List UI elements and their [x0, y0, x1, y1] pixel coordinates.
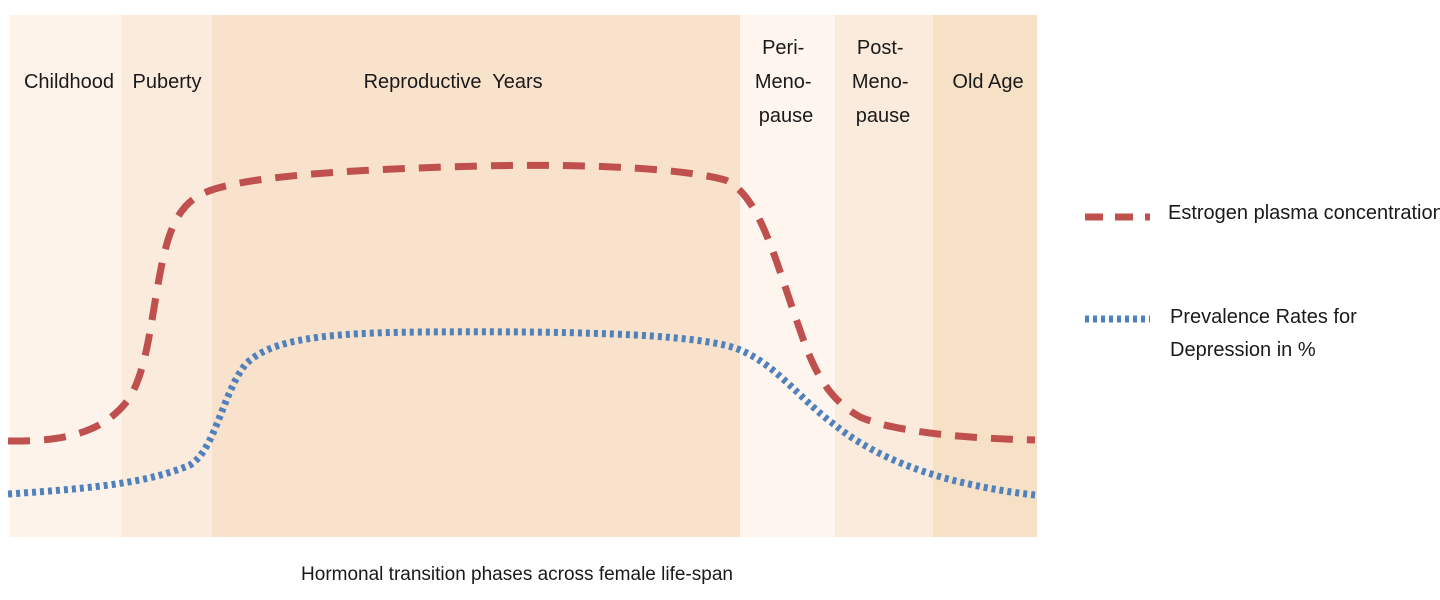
- phase-band-old-age: [933, 15, 1037, 537]
- phase-label-line: Meno-: [755, 71, 812, 93]
- legend-label-line: Prevalence Rates for: [1170, 306, 1357, 328]
- phase-label-line: Old Age: [952, 71, 1023, 93]
- phase-band-perimenopause: [740, 15, 835, 537]
- phase-label-line: pause: [759, 105, 814, 127]
- phase-label-old-age: Old Age: [952, 71, 1023, 93]
- phase-label-puberty: Puberty: [133, 71, 202, 93]
- phase-label-perimenopause: Peri- Meno- pause: [755, 37, 817, 127]
- phase-bands: [10, 15, 1037, 537]
- phase-labels: Childhood Puberty Reproductive Years Per…: [0, 0, 1024, 127]
- phase-label-postmenopause: Post- Meno- pause: [852, 37, 914, 127]
- phase-label-reproductive-years: Reproductive Years: [0, 0, 570, 93]
- phase-band-puberty: [122, 15, 212, 537]
- phase-label-line: Meno-: [852, 71, 909, 93]
- phase-label-line: Puberty: [133, 71, 202, 93]
- legend-label-depression: Prevalence Rates for Depression in %: [1170, 306, 1362, 361]
- legend-label-line: Depression in %: [1170, 339, 1316, 361]
- legend: Estrogen plasma concentration Prevalence…: [1085, 202, 1440, 361]
- phase-label-childhood: Childhood: [24, 71, 114, 93]
- phase-band-postmenopause: [835, 15, 933, 537]
- phase-band-reproductive-years: [212, 15, 740, 537]
- depression-prevalence-curve: [7, 328, 1036, 499]
- phase-label-line: Childhood: [24, 71, 114, 93]
- phase-label-line: Post-: [857, 37, 904, 59]
- legend-label-line: Estrogen plasma concentration: [1168, 202, 1440, 224]
- estrogen-curve: [7, 161, 1036, 445]
- phase-band-childhood: [10, 15, 122, 537]
- phase-label-line: Peri-: [762, 37, 804, 59]
- phase-label-line: Reproductive Years: [364, 71, 543, 93]
- diagram-caption: Hormonal transition phases across female…: [301, 564, 733, 585]
- legend-label-estrogen: Estrogen plasma concentration: [1168, 202, 1440, 224]
- phase-label-line: pause: [856, 105, 911, 127]
